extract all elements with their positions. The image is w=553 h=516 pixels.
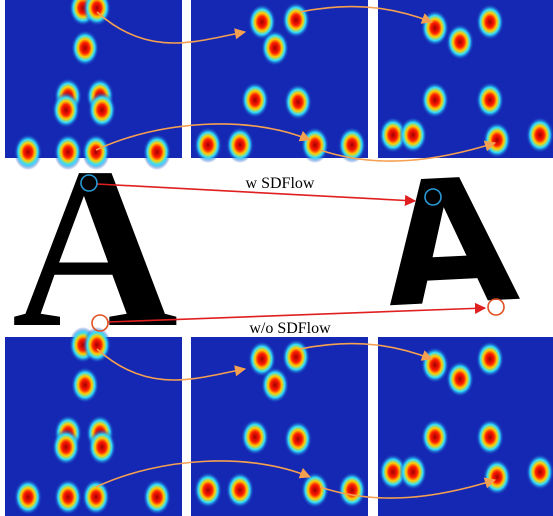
heat-blob <box>261 30 289 66</box>
heat-blob <box>421 10 449 46</box>
page: A A w SDFlow w/o SDFlow (() => { const d… <box>0 0 553 516</box>
heat-blob <box>241 419 269 455</box>
heat-blob <box>476 341 504 377</box>
heat-blob <box>399 454 427 490</box>
heat-blob <box>284 421 312 457</box>
heat-blob <box>526 454 553 490</box>
heat-blob <box>421 347 449 383</box>
heat-blob <box>421 82 449 118</box>
heat-blob <box>301 127 329 163</box>
heat-blob <box>71 30 99 66</box>
label-without: w/o SDFlow <box>249 320 331 337</box>
label-with: w SDFlow <box>246 175 315 192</box>
heat-blob <box>194 472 222 508</box>
target-glyph: A <box>370 142 525 346</box>
heat-blob <box>483 459 511 495</box>
heat-blob <box>194 127 222 163</box>
heat-blob <box>526 117 553 153</box>
heat-blob <box>282 2 310 38</box>
heat-blob <box>446 361 474 397</box>
heat-blob <box>143 479 171 515</box>
source-glyph: A <box>12 120 178 375</box>
heat-blob <box>241 82 269 118</box>
heat-blob <box>226 127 254 163</box>
heat-blob <box>421 419 449 455</box>
heat-blob <box>476 82 504 118</box>
heat-blob <box>226 472 254 508</box>
heat-blob <box>282 339 310 375</box>
heat-blob <box>14 479 42 515</box>
heat-blob <box>88 429 116 465</box>
heat-blob <box>476 419 504 455</box>
figure: A A w SDFlow w/o SDFlow <box>0 0 553 516</box>
heat-blob <box>261 367 289 403</box>
heat-blob <box>338 472 366 508</box>
heat-blob <box>54 479 82 515</box>
heat-blob <box>446 24 474 60</box>
heat-blob <box>284 84 312 120</box>
heat-blob <box>476 4 504 40</box>
heat-blob <box>52 429 80 465</box>
heat-blob <box>82 479 110 515</box>
heat-blob <box>301 472 329 508</box>
